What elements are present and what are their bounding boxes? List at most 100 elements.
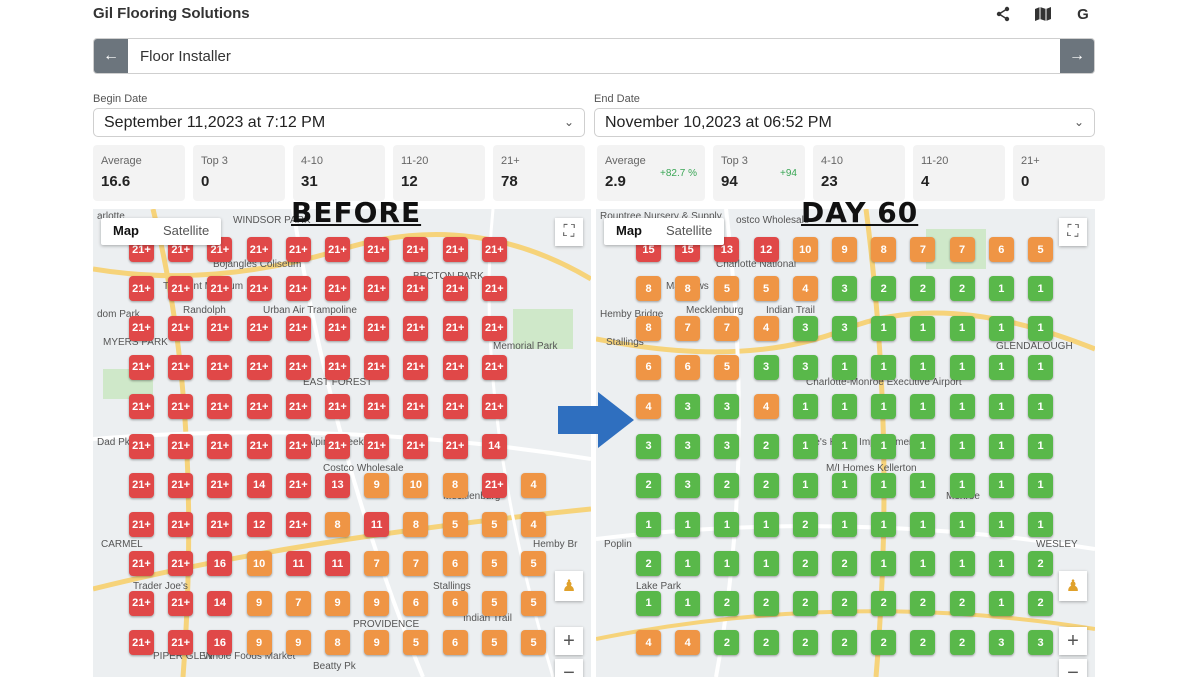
rank-pin[interactable]: 21+ bbox=[442, 394, 468, 420]
rank-pin[interactable]: 5 bbox=[403, 630, 429, 655]
rank-pin[interactable]: 3 bbox=[1028, 630, 1053, 655]
pegman-icon[interactable]: ♟ bbox=[1059, 571, 1087, 601]
rank-pin[interactable]: 21+ bbox=[246, 433, 272, 459]
rank-pin[interactable]: 1 bbox=[949, 512, 975, 538]
rank-pin[interactable]: 1 bbox=[871, 394, 897, 420]
rank-pin[interactable]: 6 bbox=[636, 354, 661, 380]
begin-date-select[interactable]: September 11,2023 at 7:12 PM ⌄ bbox=[93, 108, 585, 137]
rank-pin[interactable]: 1 bbox=[988, 354, 1014, 380]
rank-pin[interactable]: 1 bbox=[949, 551, 975, 577]
rank-pin[interactable]: 21+ bbox=[285, 394, 311, 420]
rank-pin[interactable]: 21+ bbox=[285, 276, 311, 302]
rank-pin[interactable]: 7 bbox=[285, 590, 311, 616]
rank-pin[interactable]: 21+ bbox=[129, 433, 154, 459]
rank-pin[interactable]: 21+ bbox=[168, 551, 194, 577]
rank-pin[interactable]: 16 bbox=[207, 630, 233, 655]
rank-pin[interactable]: 13 bbox=[714, 237, 740, 262]
rank-pin[interactable]: 2 bbox=[714, 630, 740, 655]
map-button[interactable]: Map bbox=[616, 223, 642, 238]
rank-pin[interactable]: 1 bbox=[988, 512, 1014, 538]
rank-pin[interactable]: 3 bbox=[675, 433, 701, 459]
rank-pin[interactable]: 1 bbox=[871, 472, 897, 498]
rank-pin[interactable]: 2 bbox=[871, 590, 897, 616]
end-date-select[interactable]: November 10,2023 at 06:52 PM ⌄ bbox=[594, 108, 1095, 137]
rank-pin[interactable]: 1 bbox=[675, 512, 701, 538]
rank-pin[interactable]: 2 bbox=[949, 276, 975, 302]
rank-pin[interactable]: 4 bbox=[792, 276, 818, 302]
rank-pin[interactable]: 5 bbox=[714, 276, 740, 302]
rank-pin[interactable]: 11 bbox=[285, 551, 311, 577]
rank-pin[interactable]: 9 bbox=[285, 630, 311, 655]
rank-pin[interactable]: 21+ bbox=[325, 394, 350, 420]
rank-pin[interactable]: 1 bbox=[910, 433, 936, 459]
rank-pin[interactable]: 21+ bbox=[442, 276, 468, 302]
rank-pin[interactable]: 1 bbox=[1028, 315, 1053, 341]
rank-pin[interactable]: 21+ bbox=[364, 276, 390, 302]
rank-pin[interactable]: 9 bbox=[246, 590, 272, 616]
rank-pin[interactable]: 9 bbox=[364, 472, 390, 498]
rank-pin[interactable]: 8 bbox=[636, 276, 661, 302]
rank-pin[interactable]: 3 bbox=[792, 354, 818, 380]
rank-pin[interactable]: 3 bbox=[636, 433, 661, 459]
rank-pin[interactable]: 2 bbox=[949, 630, 975, 655]
rank-pin[interactable]: 14 bbox=[207, 590, 233, 616]
rank-pin[interactable]: 21+ bbox=[246, 237, 272, 262]
rank-pin[interactable]: 1 bbox=[675, 590, 701, 616]
rank-pin[interactable]: 5 bbox=[481, 590, 507, 616]
rank-pin[interactable]: 21+ bbox=[168, 472, 194, 498]
rank-pin[interactable]: 4 bbox=[636, 394, 661, 420]
rank-pin[interactable]: 8 bbox=[636, 315, 661, 341]
rank-pin[interactable]: 11 bbox=[325, 551, 350, 577]
rank-pin[interactable]: 7 bbox=[910, 237, 936, 262]
rank-pin[interactable]: 5 bbox=[481, 512, 507, 538]
rank-pin[interactable]: 2 bbox=[753, 433, 779, 459]
rank-pin[interactable]: 21+ bbox=[285, 315, 311, 341]
rank-pin[interactable]: 7 bbox=[949, 237, 975, 262]
rank-pin[interactable]: 2 bbox=[910, 590, 936, 616]
rank-pin[interactable]: 3 bbox=[753, 354, 779, 380]
rank-pin[interactable]: 2 bbox=[949, 590, 975, 616]
rank-pin[interactable]: 21+ bbox=[285, 472, 311, 498]
search-input[interactable]: Floor Installer bbox=[140, 48, 231, 65]
rank-pin[interactable]: 1 bbox=[949, 472, 975, 498]
rank-pin[interactable]: 21+ bbox=[481, 472, 507, 498]
rank-pin[interactable]: 21+ bbox=[442, 237, 468, 262]
rank-pin[interactable]: 21+ bbox=[285, 512, 311, 538]
forward-button[interactable]: → bbox=[1060, 39, 1094, 73]
satellite-button[interactable]: Satellite bbox=[163, 223, 210, 238]
rank-pin[interactable]: 1 bbox=[753, 512, 779, 538]
rank-pin[interactable]: 2 bbox=[832, 630, 857, 655]
rank-pin[interactable]: 21+ bbox=[442, 433, 468, 459]
rank-pin[interactable]: 21+ bbox=[364, 433, 390, 459]
rank-pin[interactable]: 21+ bbox=[207, 276, 233, 302]
map-icon[interactable] bbox=[1033, 4, 1053, 24]
rank-pin[interactable]: 1 bbox=[988, 276, 1014, 302]
rank-pin[interactable]: 1 bbox=[949, 354, 975, 380]
rank-pin[interactable]: 21+ bbox=[129, 551, 154, 577]
rank-pin[interactable]: 6 bbox=[403, 590, 429, 616]
rank-pin[interactable]: 1 bbox=[832, 354, 857, 380]
rank-pin[interactable]: 21+ bbox=[246, 315, 272, 341]
rank-pin[interactable]: 1 bbox=[871, 433, 897, 459]
rank-pin[interactable]: 21+ bbox=[168, 590, 194, 616]
rank-pin[interactable]: 12 bbox=[753, 237, 779, 262]
rank-pin[interactable]: 21+ bbox=[168, 630, 194, 655]
pegman-icon[interactable]: ♟ bbox=[555, 571, 583, 601]
map-after[interactable]: Map Satellite ⛶ ♟ + − 15 15 13 12 10 9 8 7 7 6 5 8 8… bbox=[596, 209, 1095, 677]
rank-pin[interactable]: 1 bbox=[910, 354, 936, 380]
rank-pin[interactable]: 21+ bbox=[403, 237, 429, 262]
rank-pin[interactable]: 21+ bbox=[364, 315, 390, 341]
rank-pin[interactable]: 2 bbox=[1028, 590, 1053, 616]
rank-pin[interactable]: 1 bbox=[910, 472, 936, 498]
rank-pin[interactable]: 1 bbox=[988, 472, 1014, 498]
rank-pin[interactable]: 5 bbox=[481, 630, 507, 655]
rank-pin[interactable]: 1 bbox=[988, 315, 1014, 341]
rank-pin[interactable]: 21+ bbox=[442, 315, 468, 341]
rank-pin[interactable]: 21+ bbox=[129, 354, 154, 380]
rank-pin[interactable]: 1 bbox=[949, 394, 975, 420]
rank-pin[interactable]: 21+ bbox=[403, 315, 429, 341]
rank-pin[interactable]: 8 bbox=[403, 512, 429, 538]
rank-pin[interactable]: 21+ bbox=[481, 276, 507, 302]
rank-pin[interactable]: 2 bbox=[910, 276, 936, 302]
rank-pin[interactable]: 9 bbox=[364, 630, 390, 655]
